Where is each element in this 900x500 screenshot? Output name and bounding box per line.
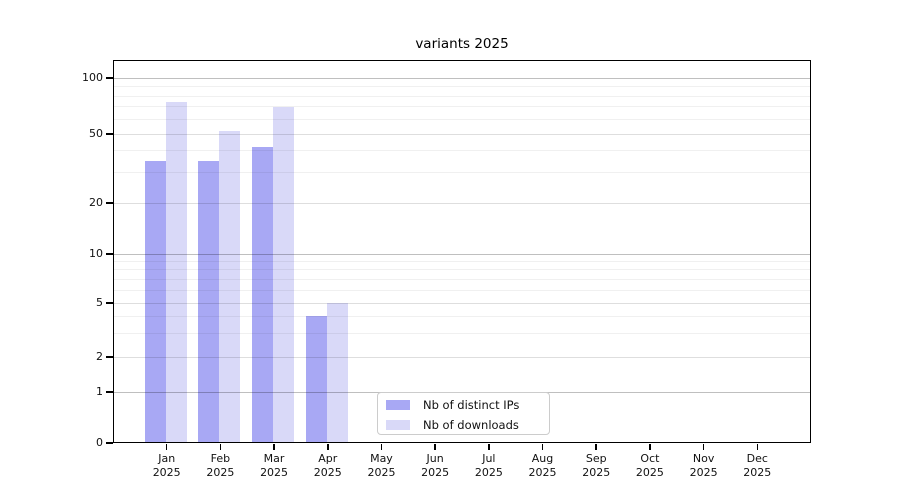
y-tick-0 [106,442,113,444]
y-tick-2 [106,356,113,358]
y-tick-label-20: 20 [89,196,103,209]
bar-mar-downloads [273,106,295,443]
x-tick-label-dec: Dec 2025 [743,452,772,479]
y-tick-label-50: 50 [89,127,103,140]
x-tick-label-mar: Mar 2025 [260,452,289,479]
x-tick-label-apr: Apr 2025 [313,452,342,479]
x-tick-dec [756,444,759,450]
y-tick-20 [106,202,113,204]
y-tick-label-5: 5 [96,296,103,309]
x-tick-sep [595,444,597,450]
bar-feb-distinct-ips [198,160,220,443]
x-tick-label-nov: Nov 2025 [689,452,718,479]
bar-feb-downloads [219,130,241,443]
legend-swatch-distinct-ips [386,400,410,410]
x-tick-jul [488,444,490,450]
x-tick-jan [165,444,168,450]
y-tick-label-0: 0 [96,436,103,449]
x-tick-jun [434,444,436,450]
x-tick-label-oct: Oct 2025 [635,452,664,479]
legend-label-distinct-ips: Nb of distinct IPs [423,398,520,412]
y-tick-5 [106,302,113,304]
x-tick-aug [541,444,544,450]
legend-label-downloads: Nb of downloads [423,418,519,432]
y-tick-label-1: 1 [96,385,103,398]
y-tick-label-10: 10 [89,247,103,260]
x-tick-label-may: May 2025 [367,452,396,479]
y-tick-10 [106,253,113,255]
x-tick-label-sep: Sep 2025 [582,452,611,479]
x-tick-apr [327,444,329,450]
y-tick-100 [106,77,113,79]
x-tick-oct [649,444,651,450]
y-tick-label-100: 100 [82,71,103,84]
x-tick-may [380,444,383,450]
x-tick-mar [273,444,275,450]
x-tick-label-jan: Jan 2025 [152,452,181,479]
legend-swatch-downloads [386,420,410,430]
legend: Nb of distinct IPs Nb of downloads [377,392,550,435]
legend-item-distinct-ips: Nb of distinct IPs [386,398,549,412]
x-tick-label-jul: Jul 2025 [474,452,503,479]
x-tick-feb [219,444,222,450]
x-tick-nov [702,444,705,450]
bar-jan-downloads [165,102,187,443]
bar-apr-distinct-ips [305,316,327,443]
y-tick-1 [106,391,113,393]
legend-item-downloads: Nb of downloads [386,418,549,432]
bar-mar-distinct-ips [252,147,274,443]
x-tick-label-jun: Jun 2025 [421,452,450,479]
x-tick-label-aug: Aug 2025 [528,452,557,479]
bar-jan-distinct-ips [144,160,166,443]
x-tick-label-feb: Feb 2025 [206,452,235,479]
y-tick-label-2: 2 [96,350,103,363]
chart-title: variants 2025 [415,36,509,52]
bar-apr-downloads [326,303,348,443]
y-tick-50 [106,133,113,135]
